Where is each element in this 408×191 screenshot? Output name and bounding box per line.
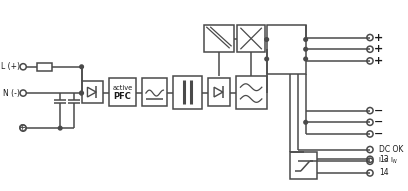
Circle shape [304, 38, 307, 41]
Text: I < I$_N$: I < I$_N$ [378, 156, 398, 166]
Polygon shape [87, 87, 96, 97]
Text: +: + [374, 56, 384, 66]
Text: 14: 14 [379, 168, 388, 177]
Bar [267, 25, 306, 74]
Bar [237, 25, 265, 52]
Text: +: + [374, 32, 384, 43]
Text: active: active [112, 85, 133, 91]
Bar [208, 79, 230, 106]
Circle shape [265, 57, 268, 61]
Bar [82, 81, 103, 103]
Circle shape [304, 121, 307, 124]
Bar [109, 79, 136, 106]
Circle shape [80, 65, 83, 69]
Text: L (+): L (+) [1, 62, 20, 71]
Polygon shape [214, 87, 223, 97]
Text: +: + [374, 44, 384, 54]
Text: −: − [374, 117, 384, 127]
Circle shape [304, 48, 307, 51]
Text: PFC: PFC [113, 92, 131, 101]
Bar [37, 63, 52, 71]
Circle shape [80, 91, 83, 95]
Text: −: − [374, 106, 384, 116]
Text: DC OK: DC OK [379, 145, 403, 154]
Circle shape [265, 38, 268, 41]
Bar [173, 75, 202, 109]
Bar [290, 151, 317, 179]
Circle shape [58, 126, 62, 130]
Bar [235, 75, 267, 109]
Text: N (-): N (-) [3, 89, 20, 98]
Circle shape [80, 91, 83, 95]
Text: −: − [374, 129, 384, 139]
Text: ⊕: ⊕ [18, 123, 28, 133]
Bar [142, 79, 167, 106]
Circle shape [304, 57, 307, 61]
Text: 13: 13 [379, 155, 388, 164]
Bar [204, 25, 233, 52]
